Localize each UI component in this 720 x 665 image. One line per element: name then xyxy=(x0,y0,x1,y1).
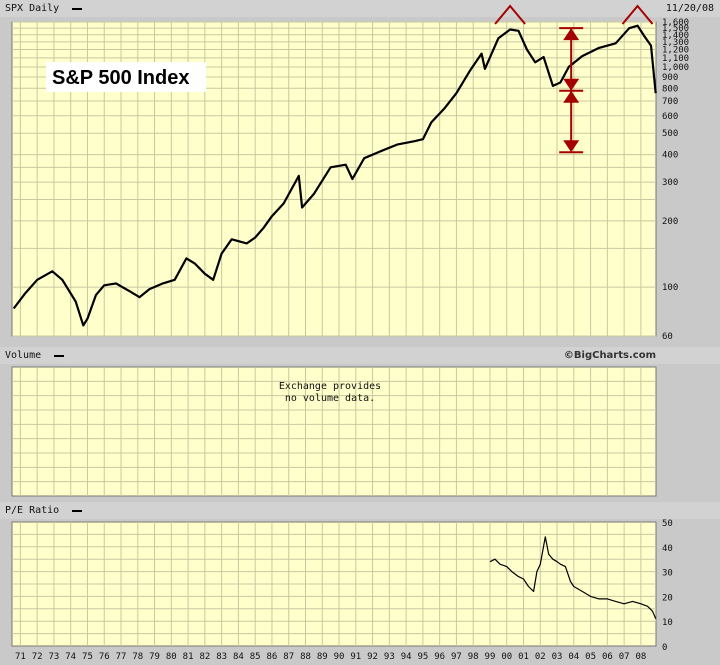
x-axis-label: 05 xyxy=(585,652,596,662)
x-axis-label: 94 xyxy=(401,652,412,662)
pe-y-tick-label: 0 xyxy=(662,643,667,653)
pe-y-tick-label: 20 xyxy=(662,593,673,603)
series-lines xyxy=(12,24,657,619)
x-axis-label: 00 xyxy=(501,652,512,662)
peak-marker xyxy=(621,4,654,25)
x-axis-label: 79 xyxy=(149,652,160,662)
price-y-tick-label: 1,500 xyxy=(662,24,689,34)
price-y-tick-label: 900 xyxy=(662,73,678,83)
x-axis-label: 93 xyxy=(384,652,395,662)
price-panel-header: SPX Daily 11/20/08 xyxy=(0,0,720,17)
collapse-icon[interactable] xyxy=(72,8,82,10)
pe-y-tick-label: 50 xyxy=(662,519,673,529)
pe-panel-header: P/E Ratio xyxy=(0,502,720,519)
price-y-tick-label: 1,200 xyxy=(662,46,689,56)
price-panel-date: 11/20/08 xyxy=(665,3,714,14)
x-axis-label: 77 xyxy=(116,652,127,662)
peak-marker xyxy=(494,4,526,25)
price-series-line xyxy=(12,24,657,327)
x-axis-label: 80 xyxy=(166,652,177,662)
price-y-tick-label: 300 xyxy=(662,178,678,188)
price-y-tick-label: 100 xyxy=(662,283,678,293)
x-axis-label: 91 xyxy=(350,652,361,662)
x-axis-label: 71 xyxy=(15,652,26,662)
x-axis-label: 86 xyxy=(267,652,278,662)
volume-plot-area xyxy=(11,366,657,497)
x-axis-label: 97 xyxy=(451,652,462,662)
price-y-tick-label: 1,300 xyxy=(662,38,689,48)
price-y-tick-label: 1,100 xyxy=(662,54,689,64)
annotation-box xyxy=(46,62,206,92)
x-axis-label: 82 xyxy=(199,652,210,662)
tick-labels: 601002003004005006007008009001,0001,1001… xyxy=(15,18,689,662)
no-volume-message: Exchange provides no volume data. xyxy=(240,381,420,405)
arrow-down-icon xyxy=(563,140,580,153)
price-y-tick-label: 1,600 xyxy=(662,18,689,28)
x-axis-label: 87 xyxy=(283,652,294,662)
x-axis-label: 84 xyxy=(233,652,244,662)
x-axis-label: 72 xyxy=(32,652,43,662)
collapse-icon[interactable] xyxy=(54,355,64,357)
x-axis-label: 06 xyxy=(602,652,613,662)
annotation-label: S&P 500 Index xyxy=(52,67,189,89)
x-axis-label: 95 xyxy=(417,652,428,662)
price-y-tick-label: 700 xyxy=(662,97,678,107)
x-axis-label: 01 xyxy=(518,652,529,662)
x-axis-label: 96 xyxy=(434,652,445,662)
x-axis-label: 78 xyxy=(132,652,143,662)
x-axis-label: 88 xyxy=(300,652,311,662)
arrow-up-icon xyxy=(563,90,580,103)
price-y-tick-label: 400 xyxy=(662,151,678,161)
x-axis-label: 99 xyxy=(485,652,496,662)
x-axis-label: 73 xyxy=(49,652,60,662)
x-axis-label: 08 xyxy=(635,652,646,662)
x-axis-label: 74 xyxy=(65,652,76,662)
pe-panel-title: P/E Ratio xyxy=(5,505,60,516)
volume-panel-header: Volume ©BigCharts.com xyxy=(0,347,720,364)
x-axis-label: 83 xyxy=(216,652,227,662)
bigcharts-credit[interactable]: ©BigCharts.com xyxy=(563,350,656,361)
price-y-tick-label: 1,400 xyxy=(662,31,689,41)
pe-series-line xyxy=(489,536,657,619)
pe-y-tick-label: 40 xyxy=(662,544,673,554)
x-axis-label: 81 xyxy=(183,652,194,662)
x-axis-label: 92 xyxy=(367,652,378,662)
x-axis-label: 07 xyxy=(619,652,630,662)
x-axis-label: 90 xyxy=(334,652,345,662)
volume-panel-title: Volume xyxy=(5,350,42,361)
price-panel-title: SPX Daily xyxy=(5,3,60,14)
x-axis-label: 89 xyxy=(317,652,328,662)
x-axis-label: 98 xyxy=(468,652,479,662)
pe-y-tick-label: 30 xyxy=(662,569,673,579)
x-axis-label: 03 xyxy=(552,652,563,662)
price-y-tick-label: 800 xyxy=(662,84,678,94)
no-volume-line-1: Exchange provides xyxy=(278,381,382,392)
price-y-tick-label: 500 xyxy=(662,129,678,139)
arrow-up-icon xyxy=(563,28,580,41)
price-y-tick-label: 600 xyxy=(662,112,678,122)
no-volume-line-2: no volume data. xyxy=(284,393,376,404)
x-axis-label: 02 xyxy=(535,652,546,662)
arrow-down-icon xyxy=(563,78,580,91)
pe-y-tick-label: 10 xyxy=(662,618,673,628)
x-axis-label: 85 xyxy=(250,652,261,662)
price-y-tick-label: 1,000 xyxy=(662,63,689,73)
x-axis-label: 76 xyxy=(99,652,110,662)
price-y-tick-label: 200 xyxy=(662,217,678,227)
chart-markers xyxy=(494,4,654,154)
price-y-tick-label: 60 xyxy=(662,332,673,342)
x-axis-label: 75 xyxy=(82,652,93,662)
grid xyxy=(12,21,656,646)
collapse-icon[interactable] xyxy=(72,510,82,512)
x-axis-label: 04 xyxy=(568,652,579,662)
